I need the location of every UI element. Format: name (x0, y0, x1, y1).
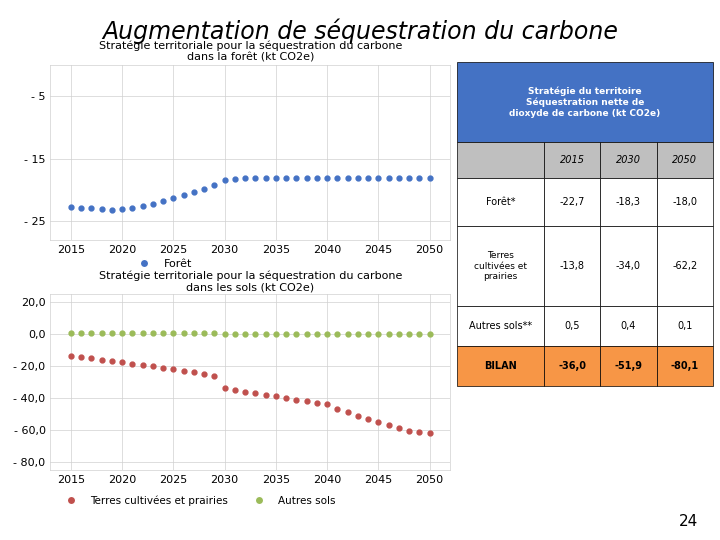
Text: -13,8: -13,8 (559, 261, 585, 271)
Text: Autres sols**: Autres sols** (469, 321, 532, 331)
Text: BILAN: BILAN (485, 361, 517, 371)
Bar (544, 142, 600, 178)
Title: Stratégie territoriale pour la séquestration du carbone
dans les sols (kt CO2e): Stratégie territoriale pour la séquestra… (99, 270, 402, 292)
Text: -22,7: -22,7 (559, 197, 585, 207)
Text: -62,2: -62,2 (672, 261, 697, 271)
Bar (544, 306, 600, 346)
Text: Stratégie du territoire
Séquestration nette de
dioxyde de carbone (kt CO2e): Stratégie du territoire Séquestration ne… (509, 86, 661, 118)
Bar (657, 306, 713, 346)
Legend: Terres cultivées et prairies, Autres sols: Terres cultivées et prairies, Autres sol… (57, 491, 340, 510)
Text: -80,1: -80,1 (670, 361, 698, 371)
Bar (544, 346, 600, 386)
Bar (457, 346, 544, 386)
Text: 2050: 2050 (672, 155, 697, 165)
Bar (457, 226, 544, 306)
Bar (457, 178, 544, 226)
Text: -18,3: -18,3 (616, 197, 641, 207)
Text: Forêt*: Forêt* (486, 197, 516, 207)
Bar (600, 142, 657, 178)
Bar (544, 226, 600, 306)
Text: 0,1: 0,1 (677, 321, 693, 331)
Text: 2015: 2015 (559, 155, 585, 165)
Bar (600, 178, 657, 226)
Bar (600, 306, 657, 346)
Bar (457, 306, 544, 346)
Bar (657, 226, 713, 306)
Text: -51,9: -51,9 (614, 361, 642, 371)
Bar (657, 142, 713, 178)
Bar (544, 178, 600, 226)
Bar (657, 346, 713, 386)
Bar (457, 142, 544, 178)
Text: 24: 24 (679, 514, 698, 529)
Legend: Forêt: Forêt (128, 254, 197, 273)
Bar (657, 178, 713, 226)
Text: 2030: 2030 (616, 155, 641, 165)
Text: Terres
cultivées et
prairies: Terres cultivées et prairies (474, 251, 527, 281)
Bar (600, 226, 657, 306)
Title: Stratégie territoriale pour la séquestration du carbone
dans la forêt (kt CO2e): Stratégie territoriale pour la séquestra… (99, 40, 402, 63)
Bar (600, 346, 657, 386)
Text: -18,0: -18,0 (672, 197, 697, 207)
Bar (457, 62, 713, 142)
Text: 0,4: 0,4 (621, 321, 636, 331)
Text: Augmentation de séquestration du carbone: Augmentation de séquestration du carbone (102, 19, 618, 44)
Text: -36,0: -36,0 (558, 361, 586, 371)
Text: 0,5: 0,5 (564, 321, 580, 331)
Text: -34,0: -34,0 (616, 261, 641, 271)
